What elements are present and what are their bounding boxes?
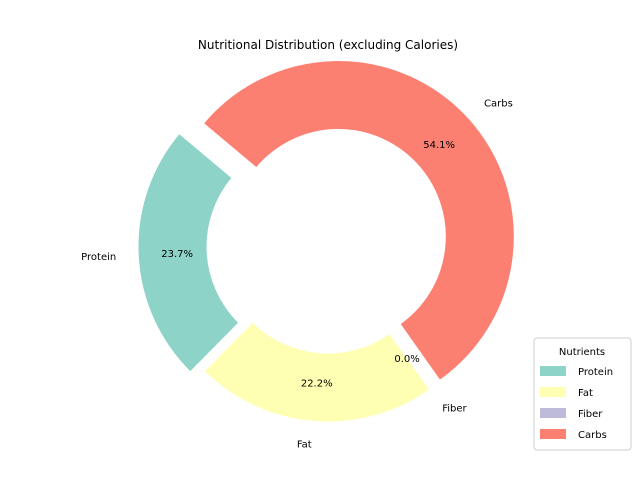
pct-label-protein: 23.7% <box>161 249 193 260</box>
slice-carbs <box>202 60 515 381</box>
legend-swatch-carbs <box>540 429 566 439</box>
slice-label-protein: Protein <box>81 252 116 263</box>
legend-label-carbs: Carbs <box>578 430 607 441</box>
slice-labels: Protein 23.7% Fat 22.2% Fiber 0.0% Carbs 54.1% <box>81 98 513 450</box>
legend-entries: Protein Fat Fiber Carbs <box>540 366 613 441</box>
legend-label-protein: Protein <box>578 367 613 378</box>
legend-swatch-protein <box>540 366 566 376</box>
pct-label-fat: 22.2% <box>301 379 333 390</box>
legend-label-fat: Fat <box>578 388 593 399</box>
legend-label-fiber: Fiber <box>578 409 603 420</box>
legend: Nutrients Protein Fat Fiber Carbs <box>533 337 632 451</box>
pct-label-fiber: 0.0% <box>394 354 419 365</box>
legend-swatch-fiber <box>540 408 566 418</box>
slice-label-fat: Fat <box>297 439 312 450</box>
slice-label-carbs: Carbs <box>484 98 513 109</box>
slice-protein <box>137 132 240 373</box>
slice-fat <box>203 321 431 423</box>
legend-swatch-fat <box>540 387 566 397</box>
chart-title: Nutritional Distribution (excluding Calo… <box>198 38 458 52</box>
pct-label-carbs: 54.1% <box>423 140 455 151</box>
slice-label-fiber: Fiber <box>442 404 467 415</box>
legend-title: Nutrients <box>559 347 605 358</box>
donut-slices <box>137 60 515 423</box>
